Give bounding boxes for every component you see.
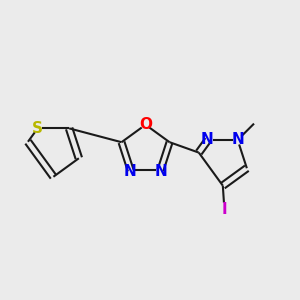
- Text: O: O: [139, 117, 152, 132]
- Text: N: N: [201, 132, 214, 147]
- Text: I: I: [221, 202, 227, 217]
- Text: S: S: [32, 121, 43, 136]
- Text: N: N: [232, 132, 244, 147]
- Text: N: N: [155, 164, 168, 179]
- Text: N: N: [123, 164, 136, 179]
